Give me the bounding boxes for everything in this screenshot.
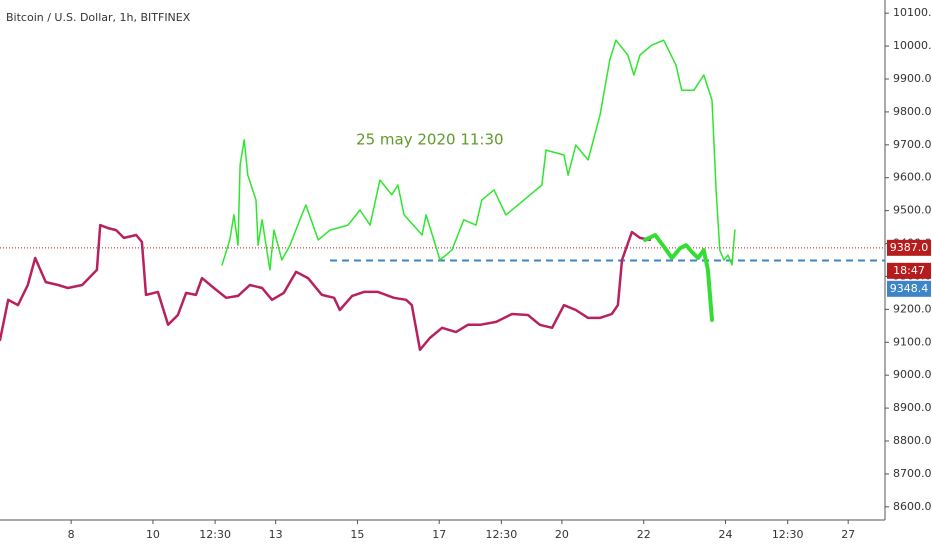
x-tick-label: 24 [719,528,733,541]
annotation: 25 may 2020 11:30 [356,130,503,148]
x-tick-label: 8 [68,528,75,541]
dashed-label-box [887,280,931,297]
x-tick-label: 15 [350,528,364,541]
y-tick-label: 9100.0 [893,335,932,348]
x-tick-label: 13 [269,528,283,541]
x-tick-label: 10 [146,528,160,541]
chart-title: Bitcoin / U.S. Dollar, 1h, BITFINEX [6,11,191,24]
y-tick-label: 9800.0 [893,105,932,118]
x-tick-label: 17 [432,528,446,541]
series-line [0,223,652,352]
series-line [642,233,714,322]
x-tick-label: 12:30 [772,528,804,541]
series-line [221,39,736,271]
y-tick-label: 9900.0 [893,72,932,85]
x-tick-label: 12:30 [486,528,518,541]
price-label-box [887,239,931,256]
dashed-label: 9348.4 [890,282,929,295]
countdown: 18:47 [893,264,925,277]
y-tick-label: 10000.0 [893,39,932,52]
y-tick-label: 8900.0 [893,401,932,414]
y-tick-label: 9000.0 [893,368,932,381]
x-tick-label: 12:30 [199,528,231,541]
y-tick-label: 9200.0 [893,302,932,315]
y-tick-label: 10100.0 [893,6,932,19]
y-tick-label: 8700.0 [893,467,932,480]
y-tick-label: 9700.0 [893,138,932,151]
countdown-box [887,262,931,279]
x-tick-label: 22 [637,528,651,541]
y-tick-label: 8600.0 [893,500,932,513]
y-tick-label: 8800.0 [893,434,932,447]
y-tick-label: 9600.0 [893,171,932,184]
x-tick-label: 20 [555,528,569,541]
x-tick-label: 27 [841,528,855,541]
y-tick-label: 9500.0 [893,204,932,217]
price-label: 9387.0 [890,241,929,254]
